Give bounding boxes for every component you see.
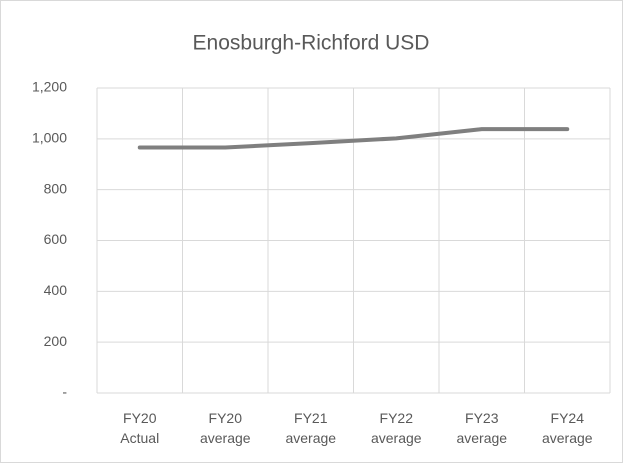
chart-title: Enosburgh-Richford USD bbox=[193, 32, 430, 55]
y-tick-label: 200 bbox=[44, 333, 68, 349]
x-tick-label: FY23 average bbox=[456, 410, 507, 446]
x-tick-label: FY20 average bbox=[200, 410, 251, 446]
x-tick-label: FY22 average bbox=[371, 410, 422, 446]
data-line bbox=[137, 127, 570, 150]
y-tick-label: - bbox=[62, 384, 67, 400]
y-tick-label: 1,000 bbox=[32, 130, 67, 146]
y-tick-label: 800 bbox=[44, 180, 68, 196]
x-tick-label: FY20 Actual bbox=[120, 410, 159, 446]
x-tick-label: FY21 average bbox=[285, 410, 336, 446]
y-tick-label: 600 bbox=[44, 231, 68, 247]
y-tick-label: 400 bbox=[44, 282, 68, 298]
x-tick-label: FY24 average bbox=[542, 410, 593, 446]
y-tick-label: 1,200 bbox=[32, 79, 67, 95]
